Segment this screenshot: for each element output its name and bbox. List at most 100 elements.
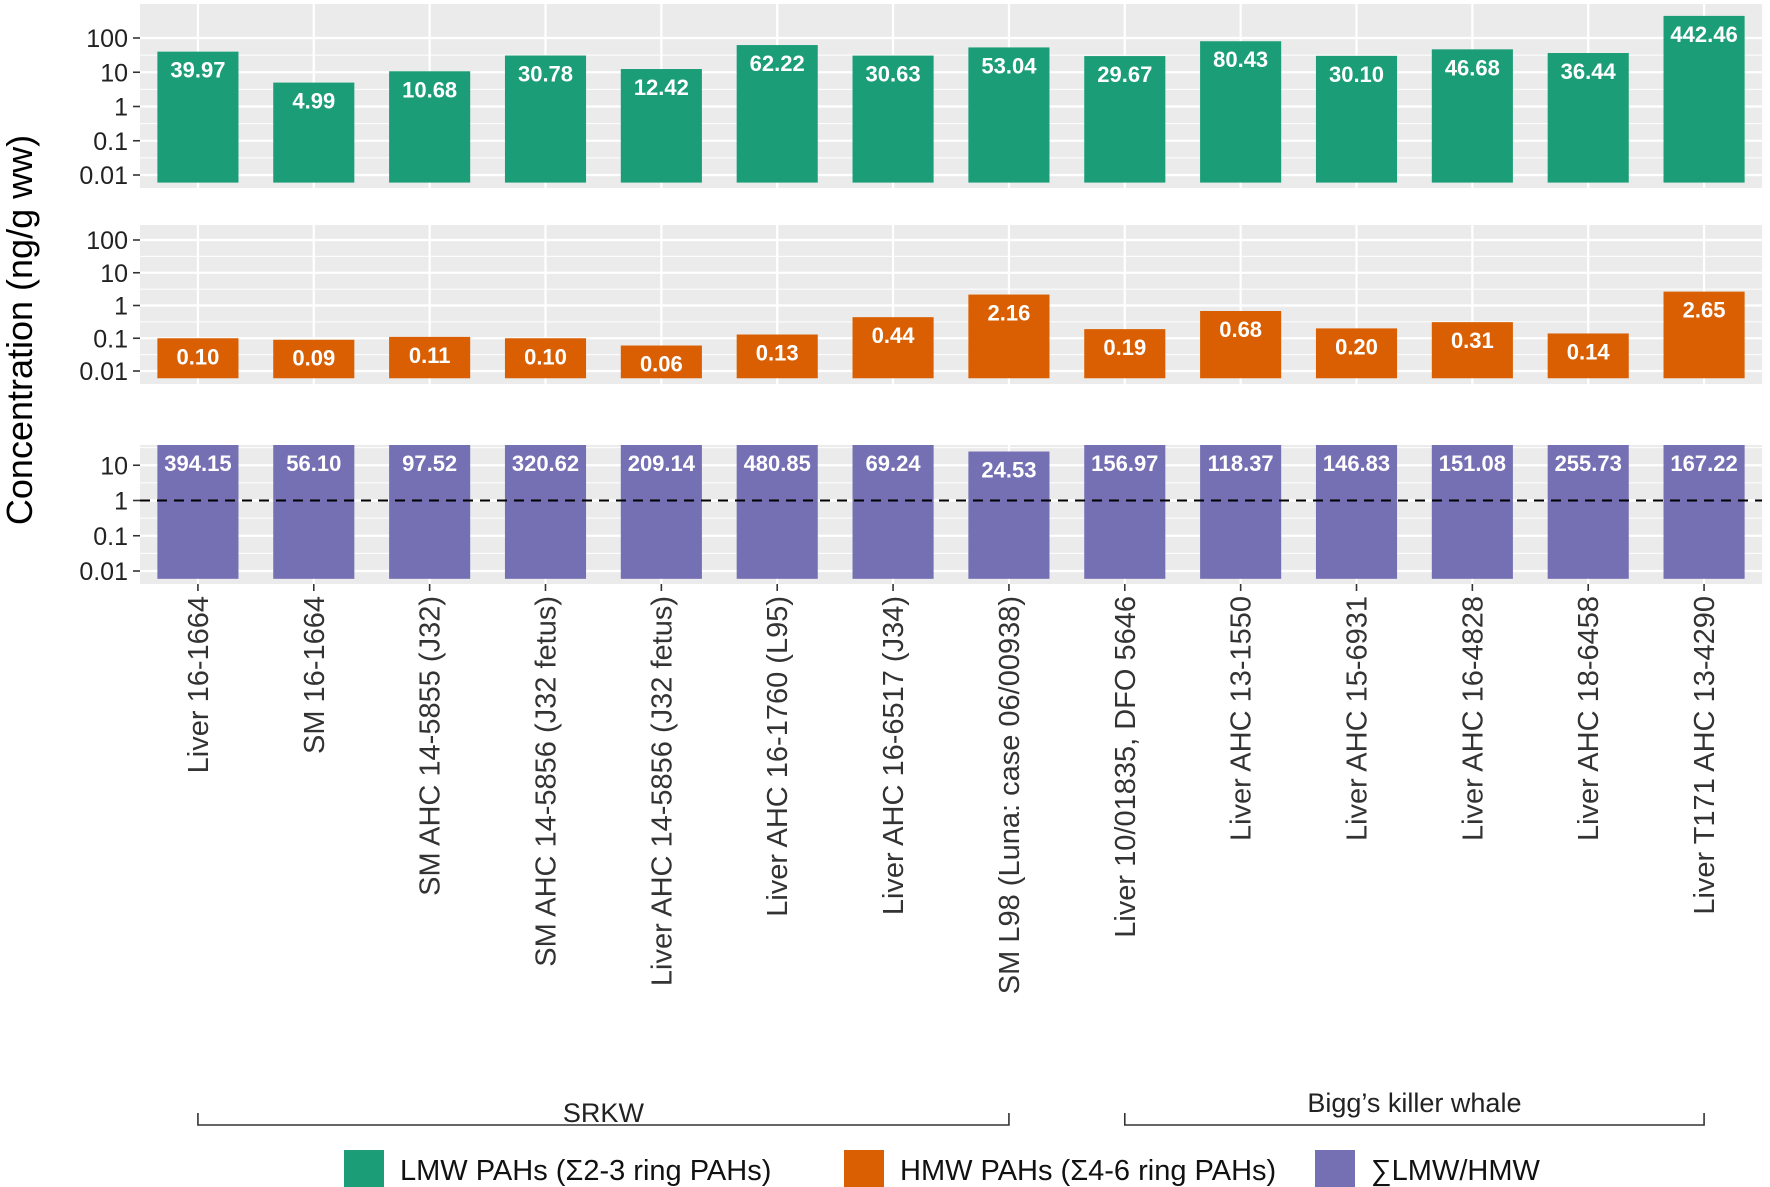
- x-tick-label: Liver T171 AHC 13-4290: [1689, 596, 1721, 915]
- bar-value-label: 0.44: [872, 323, 916, 348]
- bar-value-label: 30.78: [518, 62, 573, 87]
- bar-value-label: 0.11: [409, 343, 451, 368]
- bar: [620, 69, 702, 183]
- x-tick-label: Liver AHC 16-4828: [1457, 596, 1489, 841]
- bar: [504, 445, 587, 579]
- y-tick-label: 10: [100, 452, 128, 480]
- group-brackets: SRKW Bigg’s killer whale: [197, 1088, 1705, 1128]
- legend-label: HMW PAHs (Σ4-6 ring PAHs): [900, 1155, 1276, 1187]
- bar: [1547, 445, 1629, 579]
- group-bracket: SRKW: [197, 1098, 1010, 1128]
- bar: [1431, 445, 1513, 579]
- legend-item: LMW PAHs (Σ2-3 ring PAHs): [344, 1150, 771, 1187]
- x-axis-labels: Liver 16-1664 SM 16-1664 SM AHC 14-5855 (J…: [183, 584, 1721, 994]
- bar-value-label: 0.06: [640, 352, 683, 377]
- bar-value-label: 209.14: [628, 451, 696, 476]
- bar-value-label: 39.97: [170, 58, 225, 83]
- bar: [1315, 55, 1398, 183]
- group-label: SRKW: [563, 1098, 645, 1128]
- bar-value-label: 12.42: [634, 75, 689, 100]
- bar-value-label: 0.31: [1451, 328, 1494, 353]
- bar: [273, 82, 355, 183]
- bar-value-label: 0.09: [292, 346, 335, 371]
- bar: [1431, 49, 1513, 183]
- bar-value-label: 151.08: [1439, 451, 1506, 476]
- bar: [1084, 445, 1166, 579]
- bracket-line: [1123, 1113, 1705, 1126]
- bar-value-label: 255.73: [1555, 451, 1622, 476]
- bar: [852, 55, 934, 183]
- bar: [736, 334, 818, 379]
- bar-value-label: 46.68: [1445, 55, 1500, 80]
- bar-value-label: 0.20: [1335, 334, 1378, 359]
- bar-value-label: 24.53: [981, 458, 1036, 483]
- bar-value-label: 146.83: [1323, 451, 1390, 476]
- bar-value-label: 394.15: [164, 451, 231, 476]
- y-tick-label: 0.01: [79, 558, 128, 586]
- y-tick-label: 1: [114, 293, 128, 321]
- bar-value-label: 2.65: [1683, 298, 1726, 323]
- y-tick-label: 1: [114, 94, 128, 122]
- bar: [736, 45, 818, 183]
- bar: [1315, 328, 1398, 379]
- bar: [273, 339, 355, 379]
- bar: [1663, 445, 1745, 579]
- y-tick-label: 0.1: [93, 523, 128, 551]
- bar: [968, 451, 1050, 579]
- bar-value-label: 480.85: [744, 451, 811, 476]
- bar: [504, 55, 587, 183]
- bar: [1431, 322, 1513, 379]
- bar: [1547, 333, 1629, 379]
- x-tick-label: SM 16-1664: [299, 596, 331, 754]
- x-tick-label: SM L98 (Luna: case 06/00938): [994, 596, 1026, 994]
- group-label: Bigg’s killer whale: [1307, 1088, 1521, 1118]
- bar: [157, 51, 239, 183]
- bar: [389, 336, 471, 379]
- x-tick-label: SM AHC 14-5855 (J32): [415, 596, 447, 896]
- bar-value-label: 0.14: [1567, 339, 1611, 364]
- bar: [157, 445, 239, 579]
- y-tick-label: 1: [114, 488, 128, 516]
- group-bracket: Bigg’s killer whale: [1123, 1088, 1705, 1126]
- bar: [620, 345, 702, 379]
- legend-label: ∑LMW/HMW: [1371, 1155, 1540, 1187]
- bar-value-label: 97.52: [402, 451, 457, 476]
- bar-value-label: 0.10: [177, 344, 220, 369]
- bar-value-label: 156.97: [1091, 451, 1158, 476]
- bar: [1663, 15, 1745, 183]
- bar: [157, 338, 239, 379]
- x-tick-label: Liver AHC 13-1550: [1226, 596, 1258, 841]
- legend-swatch: [1315, 1150, 1355, 1187]
- bracket-line: [197, 1113, 1010, 1126]
- bar: [968, 47, 1050, 183]
- x-tick-label: SM AHC 14-5856 (J32 fetus): [531, 596, 563, 967]
- legend-item: HMW PAHs (Σ4-6 ring PAHs): [844, 1150, 1276, 1187]
- bar-value-label: 0.10: [524, 344, 567, 369]
- bar: [1315, 445, 1398, 579]
- y-tick-label: 0.1: [93, 325, 128, 353]
- bar-value-label: 320.62: [512, 451, 579, 476]
- x-tick-label: Liver 10/01835, DFO 5646: [1110, 596, 1142, 938]
- bar: [1084, 56, 1166, 183]
- bar-value-label: 80.43: [1213, 47, 1268, 72]
- x-tick-label: Liver AHC 16-6517 (J34): [878, 596, 910, 915]
- bar: [504, 338, 587, 379]
- bar-value-label: 4.99: [292, 89, 335, 114]
- bar: [620, 445, 702, 579]
- legend-swatch: [344, 1150, 384, 1187]
- bar-value-label: 167.22: [1670, 451, 1737, 476]
- bar-value-label: 30.10: [1329, 62, 1384, 87]
- x-tick-label: Liver AHC 15-6931: [1342, 596, 1374, 841]
- bar: [852, 445, 934, 579]
- bar-value-label: 30.63: [866, 62, 921, 87]
- bar-value-label: 62.22: [750, 51, 805, 76]
- bar: [1663, 291, 1745, 379]
- bar: [389, 71, 471, 183]
- y-tick-label: 100: [86, 25, 128, 53]
- bar-value-label: 69.24: [866, 451, 922, 476]
- bar: [1200, 41, 1282, 183]
- bar: [1200, 310, 1282, 379]
- bar: [389, 445, 471, 579]
